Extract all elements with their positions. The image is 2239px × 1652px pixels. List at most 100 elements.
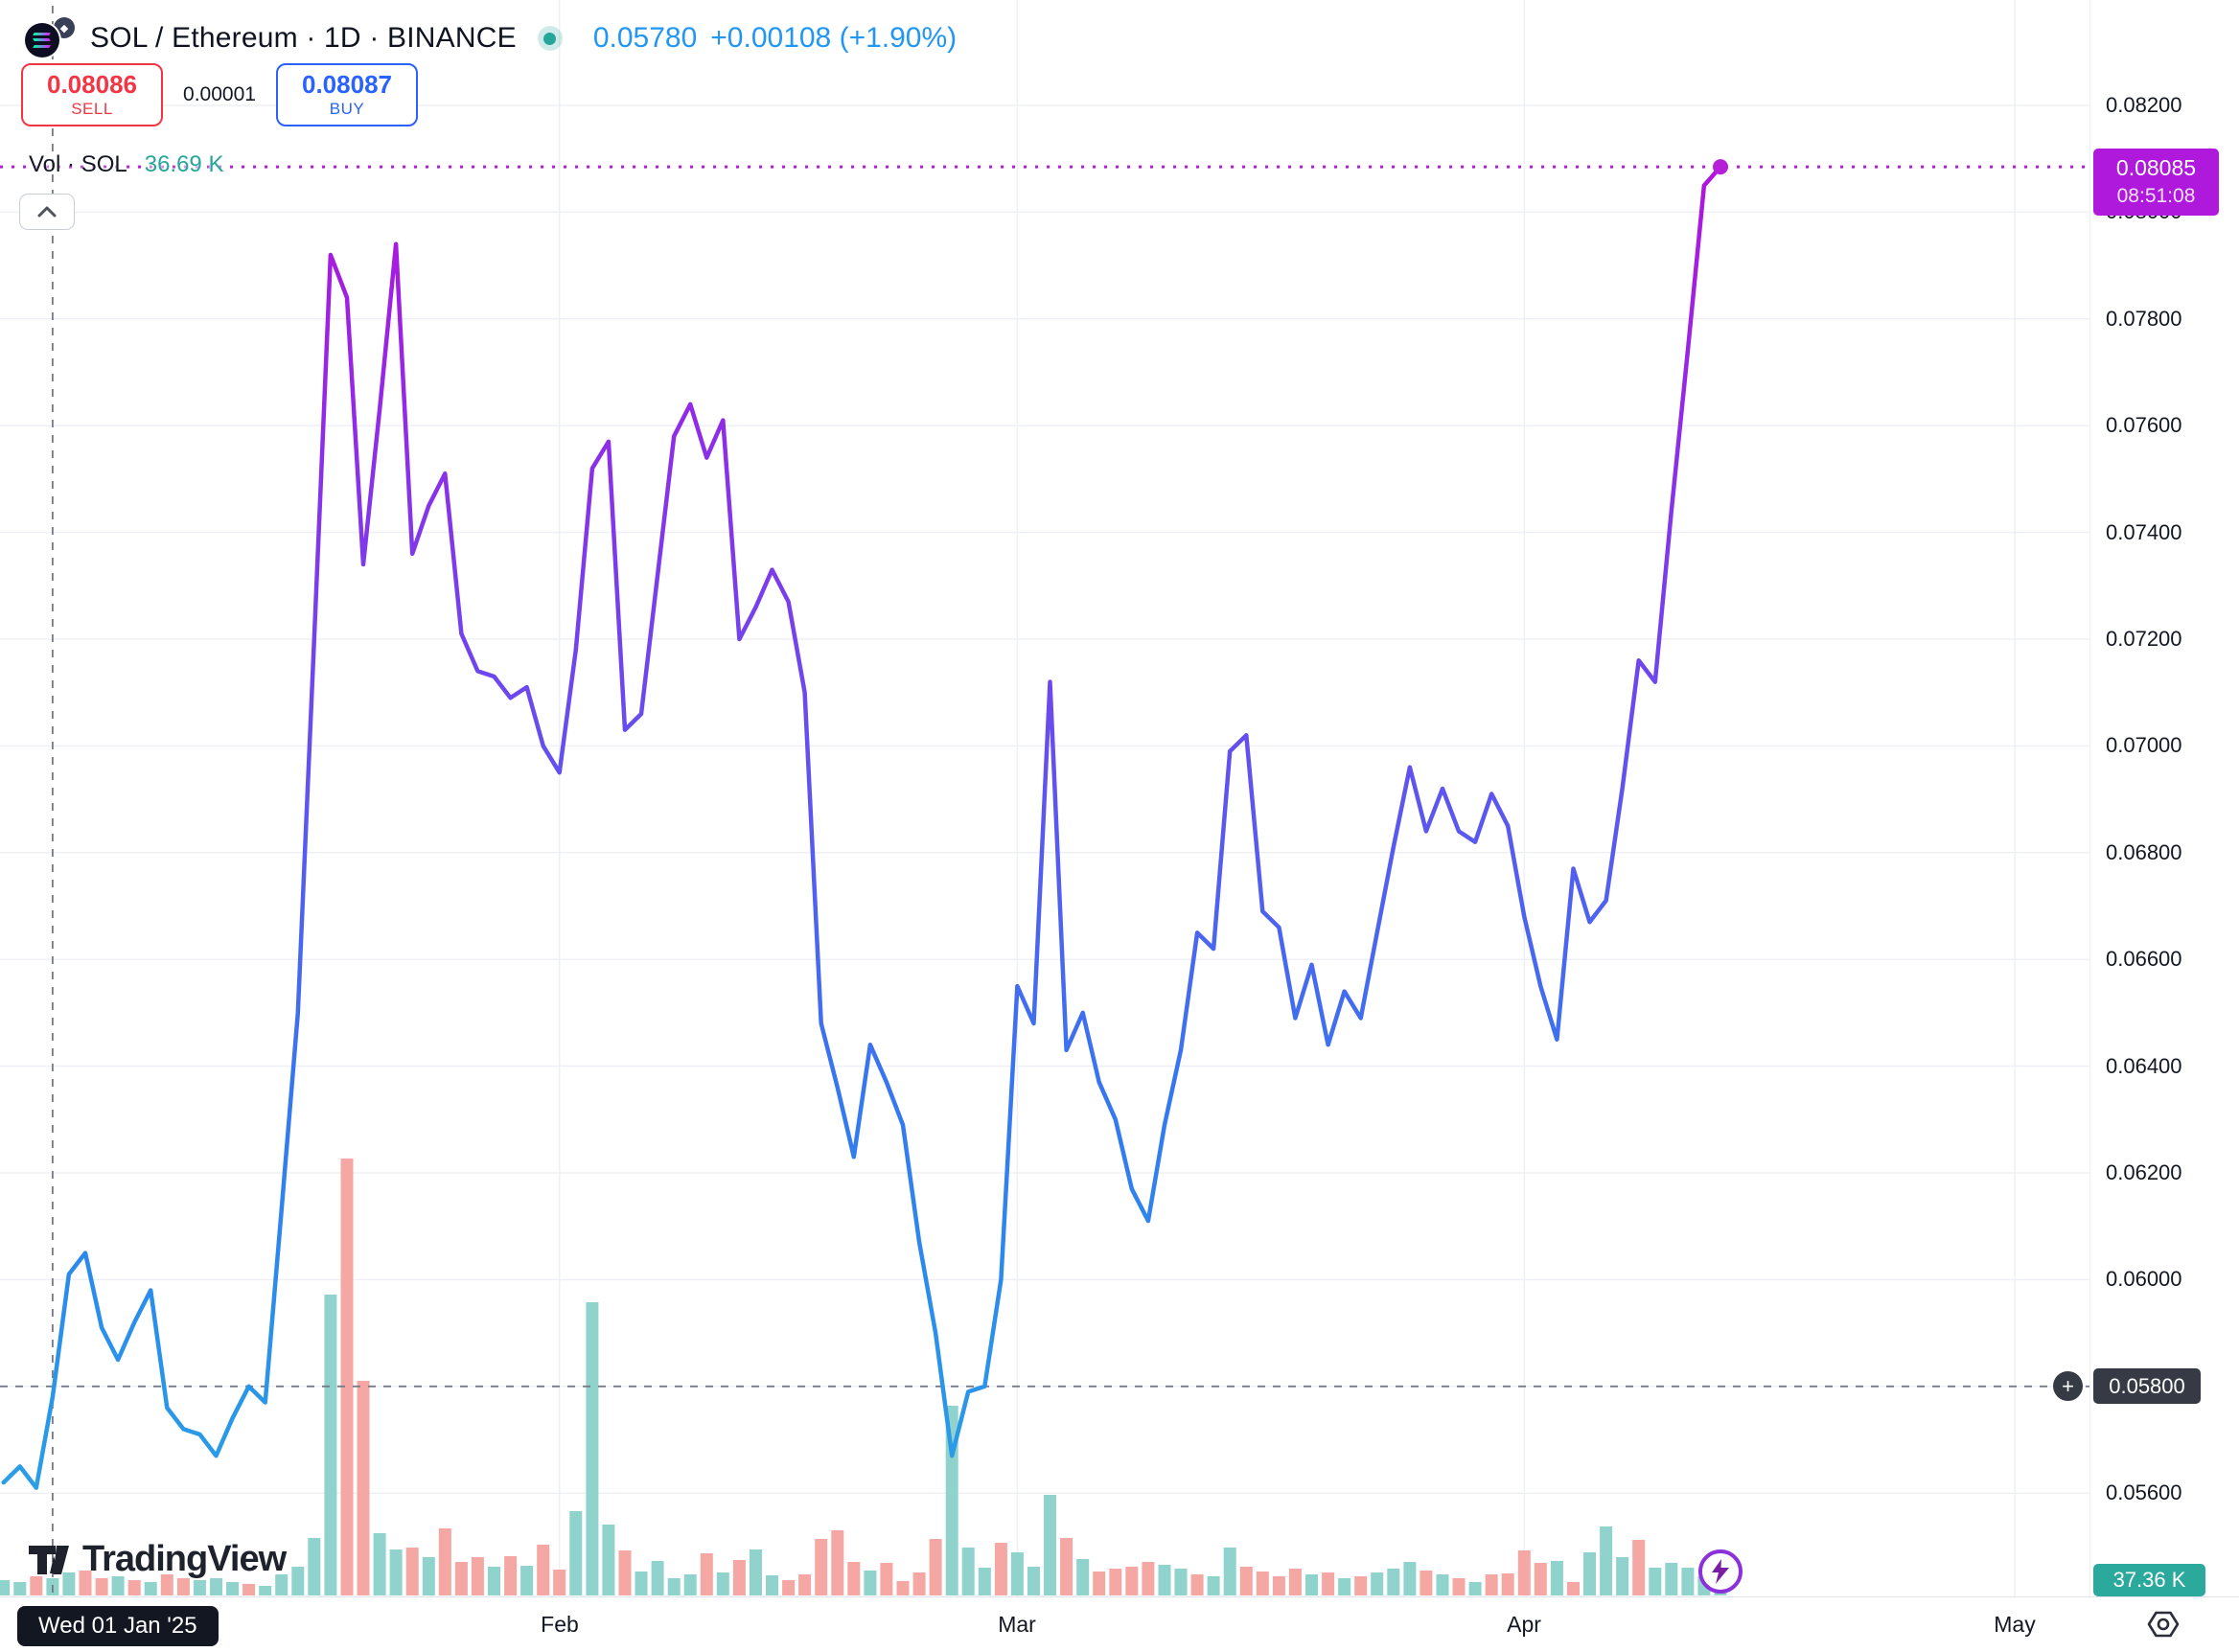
last-price-value: 0.05780 [592, 22, 698, 54]
symbol-title[interactable]: SOL / Ethereum · 1D · BINANCE [90, 22, 517, 54]
volume-bar [912, 1572, 926, 1595]
volume-bar [471, 1557, 484, 1595]
symbol-pair-icon[interactable]: ◆ [23, 17, 82, 59]
volume-bar [683, 1574, 697, 1595]
price-scale[interactable]: 0.082000.080000.078000.076000.074000.072… [2053, 0, 2239, 1596]
volume-bar [1044, 1495, 1056, 1595]
volume-legend-value: 36.69 K [144, 151, 224, 177]
price-axis-label: 0.08200 [2106, 93, 2182, 117]
volume-bar [651, 1561, 664, 1595]
lightning-icon [1712, 1559, 1729, 1584]
volume-bar [700, 1553, 713, 1595]
volume-bar [553, 1570, 566, 1595]
volume-bar [1468, 1582, 1482, 1595]
volume-bar [880, 1563, 893, 1595]
volume-bar [1550, 1561, 1563, 1595]
volume-bar [127, 1580, 141, 1595]
price-axis-label: 0.07400 [2106, 519, 2182, 544]
volume-bar [1665, 1563, 1678, 1595]
volume-bar [308, 1538, 321, 1595]
crosshair-price-value: 0.05800 [2109, 1373, 2185, 1398]
volume-bar [373, 1533, 386, 1595]
volume-legend-label: Vol · SOL [29, 151, 127, 177]
collapse-pane-button[interactable] [19, 194, 75, 230]
volume-bar [1158, 1565, 1171, 1595]
volume-bar [1632, 1540, 1646, 1595]
last-price-dot [1713, 159, 1728, 175]
volume-bar [1517, 1550, 1531, 1595]
volume-bar [438, 1528, 451, 1595]
volume-bar [242, 1584, 256, 1595]
volume-bar [1322, 1572, 1335, 1595]
tradingview-logo[interactable]: TradingView [27, 1539, 287, 1580]
sell-button[interactable]: 0.08086 SELL [21, 63, 163, 126]
volume-bar [1534, 1563, 1547, 1595]
volume-bar [1010, 1552, 1024, 1595]
volume-bar [1109, 1569, 1122, 1595]
volume-bar [422, 1557, 435, 1595]
volume-bar [766, 1575, 778, 1595]
volume-bar [1354, 1576, 1368, 1595]
price-line [1, 164, 1723, 1490]
volume-bar [1305, 1574, 1318, 1595]
price-axis-label: 0.05600 [2106, 1480, 2182, 1505]
time-scale[interactable]: Feb Mar Apr May [0, 1596, 2239, 1652]
volume-bar [667, 1578, 681, 1595]
volume-bar [537, 1545, 550, 1595]
volume-bar [831, 1530, 844, 1595]
chart-header: ◆ SOL / Ethereum · 1D · BINANCE 0.05780 +… [23, 17, 957, 59]
time-axis-label: Mar [998, 1612, 1036, 1637]
buy-button[interactable]: 0.08087 BUY [276, 63, 418, 126]
volume-bar [618, 1550, 632, 1595]
volume-bar [1093, 1572, 1106, 1595]
buy-label: BUY [329, 100, 365, 119]
volume-bar [782, 1580, 796, 1595]
volume-bar [1239, 1567, 1253, 1595]
volume-bar [750, 1549, 762, 1595]
volume-bar [95, 1578, 108, 1595]
crosshair-price-badge: + 0.05800 [2053, 1368, 2201, 1405]
volume-bar [30, 1576, 43, 1595]
volume-bar [1207, 1576, 1220, 1595]
ethereum-icon: ◆ [54, 17, 75, 38]
volume-bar [815, 1539, 828, 1595]
volume-bar [569, 1511, 583, 1595]
sell-label: SELL [71, 100, 113, 119]
volume-bar [1649, 1568, 1662, 1595]
volume-bar [1142, 1562, 1155, 1595]
last-price-readout: 0.05780 +0.00108 (+1.90%) [593, 22, 957, 55]
volume-bar [847, 1562, 861, 1595]
volume-bar [586, 1302, 599, 1595]
volume-bar [1681, 1568, 1695, 1595]
volume-bar [1403, 1562, 1417, 1595]
market-status-dot-icon[interactable] [537, 26, 563, 51]
sell-price: 0.08086 [47, 70, 137, 100]
volume-bar [1272, 1576, 1285, 1595]
current-price-value: 0.08085 [2115, 155, 2197, 181]
volume-bar [1174, 1569, 1188, 1595]
volume-bar [1371, 1572, 1384, 1595]
buy-price: 0.08087 [302, 70, 392, 100]
tradingview-logo-icon [29, 1545, 69, 1574]
volume-bar [1583, 1552, 1596, 1595]
crosshair [0, 6, 2089, 1596]
price-axis-label: 0.06600 [2106, 947, 2182, 972]
price-axis-label: 0.06800 [2106, 839, 2182, 864]
volume-bar [602, 1525, 615, 1595]
volume-bar [259, 1586, 272, 1595]
volume-bar [0, 1580, 11, 1595]
price-axis-label: 0.07600 [2106, 413, 2182, 438]
volume-legend[interactable]: Vol · SOL 36.69 K [29, 151, 223, 178]
tradingview-logo-text: TradingView [82, 1539, 287, 1579]
timezone-settings-button[interactable] [2145, 1610, 2181, 1641]
trade-panel: 0.08086 SELL 0.00001 0.08087 BUY [21, 63, 418, 126]
volume-bars [0, 1159, 1727, 1595]
instant-trade-button[interactable] [1698, 1549, 1743, 1594]
volume-bar [945, 1406, 958, 1595]
price-axis-label: 0.06000 [2106, 1267, 2182, 1292]
plus-circle-icon[interactable]: + [2053, 1371, 2083, 1402]
current-price-badge: 0.08085 08:51:08 [2093, 149, 2219, 217]
volume-bar [1027, 1567, 1040, 1595]
volume-bar [275, 1574, 289, 1595]
